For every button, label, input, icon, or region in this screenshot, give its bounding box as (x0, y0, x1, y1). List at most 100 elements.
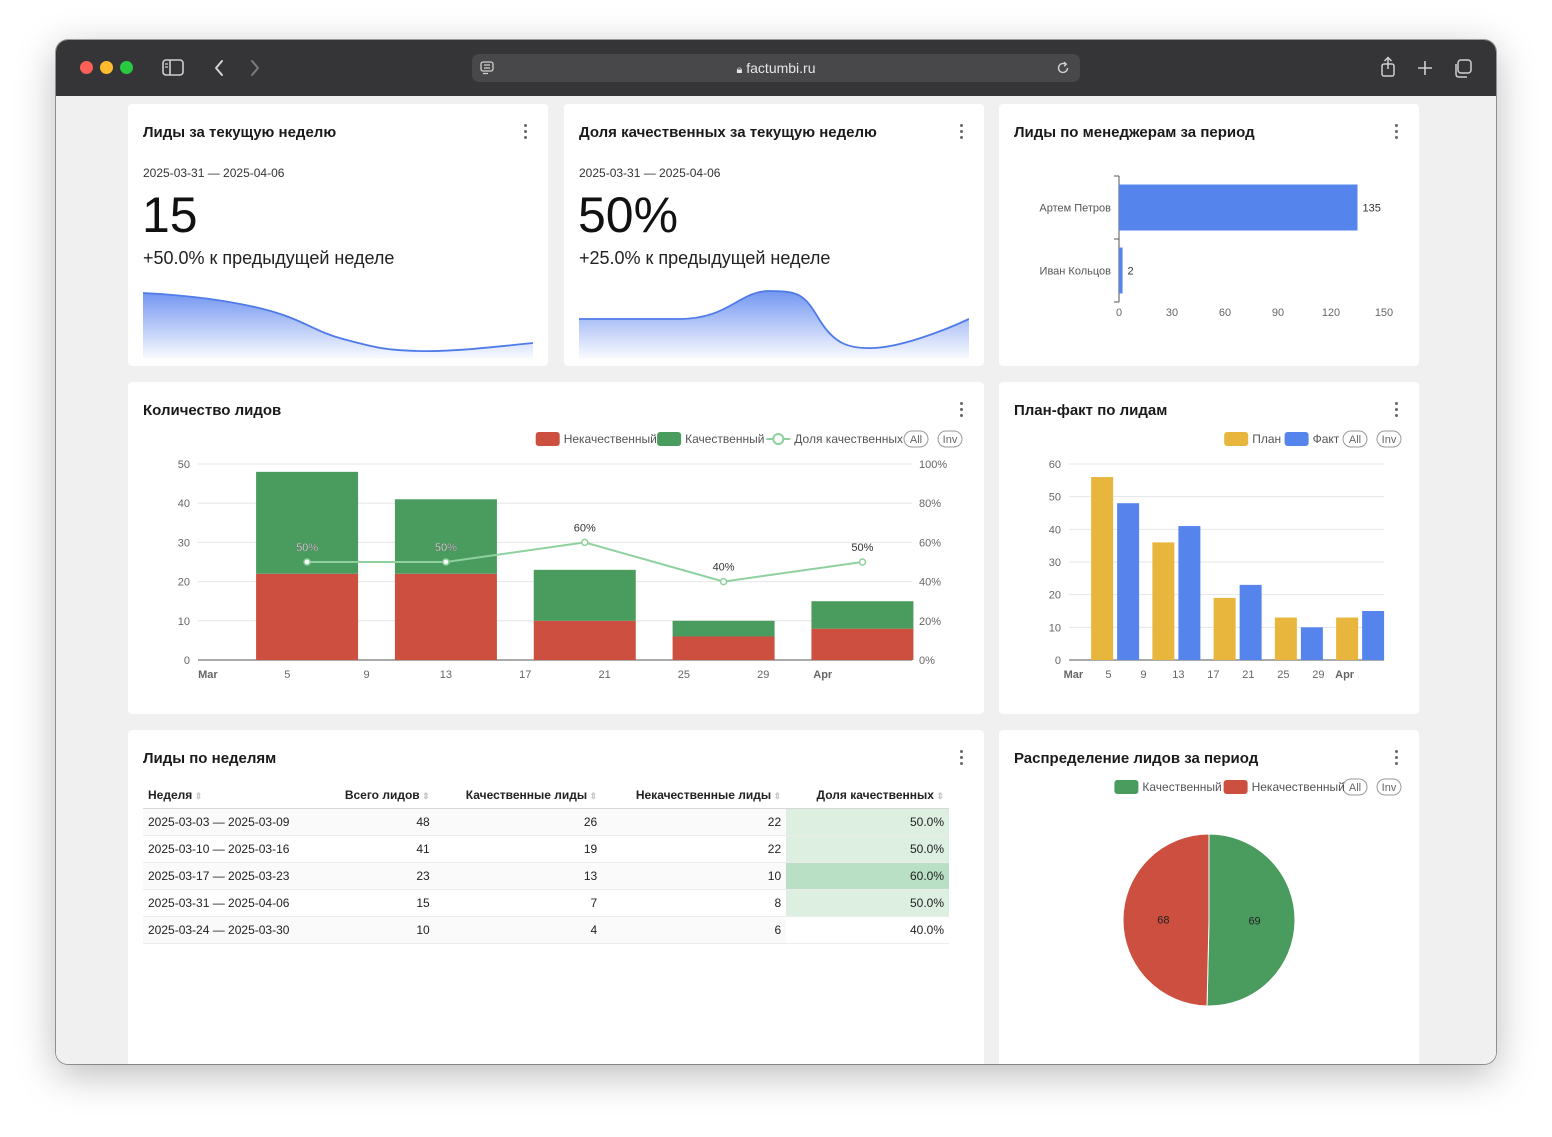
more-menu-icon[interactable] (1391, 124, 1401, 140)
legend-swatch-marker (772, 433, 785, 445)
data-label: 40% (713, 562, 735, 574)
sort-icon[interactable]: ⇕ (933, 791, 944, 801)
card-title: Лиды за текущую неделю (143, 124, 337, 141)
share-point (858, 558, 867, 566)
table-row: 2025-03-24 — 2025-03-30 10 4 6 40.0% (143, 916, 949, 944)
bar-unqualified (394, 573, 497, 660)
forward-icon[interactable] (249, 59, 261, 77)
pie-label: 69 (1248, 916, 1260, 928)
sort-icon[interactable]: ⇕ (587, 791, 598, 801)
x-tick-label: 120 (1322, 307, 1340, 319)
x-tick-label: 60 (1219, 307, 1231, 319)
more-menu-icon[interactable] (1391, 750, 1401, 766)
column-header[interactable]: Неделя ⇕ (143, 782, 323, 809)
column-header[interactable]: Всего лидов ⇕ (322, 782, 435, 809)
more-menu-icon[interactable] (956, 750, 966, 766)
plan-fact-card: План-факт по лидам 0 10 20 30 40 50 60 Mar 5 9 13 1… (999, 382, 1419, 714)
bar-unqualified (533, 620, 636, 660)
bar-qualified (672, 620, 775, 637)
more-menu-icon[interactable] (956, 124, 966, 140)
y2-tick-label: 60% (919, 537, 941, 549)
sort-icon[interactable]: ⇕ (419, 791, 430, 801)
x-tick-label: 30 (1166, 307, 1178, 319)
sort-icon[interactable]: ⇕ (771, 791, 782, 801)
kpi-date-range: 2025-03-31 — 2025-04-06 (143, 166, 285, 180)
sidebar-toggle-icon[interactable] (162, 59, 184, 76)
x-tick-label: 13 (1172, 669, 1184, 681)
legend-swatch (1284, 432, 1309, 446)
bar-unqualified (672, 636, 775, 660)
legend-label: План (1252, 432, 1281, 446)
legend-label: Качественный (1142, 780, 1221, 794)
y2-tick-label: 100% (919, 459, 947, 471)
column-header[interactable]: Доля качественных ⇕ (786, 782, 949, 809)
y2-tick-label: 80% (919, 498, 941, 510)
share-point (442, 558, 450, 566)
bar-plan (1152, 542, 1175, 660)
legend-button-label: All (910, 434, 922, 446)
legend-button-label: Inv (1382, 782, 1397, 794)
address-bar[interactable]: 🔒︎ factumbi.ru (472, 54, 1080, 82)
more-menu-icon[interactable] (520, 124, 530, 140)
minimize-window-button[interactable] (100, 61, 113, 74)
table-cell: 22 (602, 808, 787, 836)
bar-qualified (533, 569, 636, 621)
table-cell: 2025-03-17 — 2025-03-23 (143, 862, 323, 890)
kpi-value: 50% (578, 187, 679, 243)
url-text: factumbi.ru (746, 60, 816, 76)
y2-tick-label: 20% (919, 616, 941, 628)
kpi-quality-sparkline (579, 290, 969, 359)
column-header-label: Неделя (148, 788, 193, 802)
bar-plan (1336, 617, 1359, 660)
x-tick-label: 9 (364, 669, 370, 681)
column-header-label: Доля качественных (816, 788, 934, 802)
legend-inv-button (1376, 778, 1402, 796)
more-menu-icon[interactable] (956, 402, 966, 418)
table-cell: 19 (434, 835, 603, 863)
card-title: Количество лидов (143, 402, 282, 419)
legend-swatch (1114, 780, 1139, 794)
bar-qualified (256, 471, 359, 574)
zoom-window-button[interactable] (120, 61, 133, 74)
x-tick-label: 150 (1375, 307, 1393, 319)
category-label: Иван Кольцов (1040, 266, 1112, 278)
table-cell: 6 (602, 916, 787, 944)
bar-fact (1178, 526, 1201, 660)
category-label: Артем Петров (1039, 203, 1111, 215)
card-title: Распределение лидов за период (1014, 750, 1259, 767)
new-tab-icon[interactable] (1417, 60, 1433, 76)
sort-icon[interactable]: ⇕ (192, 791, 203, 801)
x-tick-label: 5 (1105, 669, 1111, 681)
column-header[interactable]: Качественные лиды ⇕ (434, 782, 603, 809)
y-tick-label: 10 (178, 616, 190, 628)
y-tick-label: 50 (1049, 492, 1061, 504)
x-tick-label: 17 (519, 669, 531, 681)
table-cell: 15 (322, 889, 435, 917)
column-header[interactable]: Некачественные лиды ⇕ (602, 782, 787, 809)
reader-icon[interactable] (480, 61, 494, 75)
x-tick-label: 13 (440, 669, 452, 681)
x-tick-label: Apr (813, 669, 833, 681)
y-tick-label: 0 (184, 655, 190, 667)
back-icon[interactable] (213, 59, 225, 77)
kpi-change: +50.0% к предыдущей неделе (143, 248, 395, 268)
data-label: 135 (1363, 203, 1381, 215)
y-tick-label: 50 (178, 459, 190, 471)
legend-swatch (1224, 432, 1249, 446)
share-point (719, 577, 728, 586)
bar-fact (1300, 627, 1323, 660)
share-icon[interactable] (1380, 56, 1396, 78)
reload-icon[interactable] (1056, 61, 1070, 75)
legend-label: Некачественный (564, 432, 657, 446)
tab-overview-icon[interactable] (1453, 59, 1472, 78)
more-menu-icon[interactable] (1391, 402, 1401, 418)
close-window-button[interactable] (80, 61, 93, 74)
managers-bar-chart: Артем Петров 135 Иван Кольцов 2 0 30 60 90 120 15… (1039, 175, 1393, 319)
table-row: 2025-03-10 — 2025-03-16 41 19 22 50.0% (143, 835, 949, 863)
y-tick-label: 60 (1049, 459, 1061, 471)
legend-swatch (535, 432, 560, 446)
bar-fact (1239, 584, 1262, 660)
card-title: Лиды по менеджерам за период (1014, 124, 1255, 141)
browser-window: 🔒︎ factumbi.ru Лиды за текущую неделю 20… (56, 40, 1496, 1064)
table-cell: 50.0% (786, 808, 949, 836)
